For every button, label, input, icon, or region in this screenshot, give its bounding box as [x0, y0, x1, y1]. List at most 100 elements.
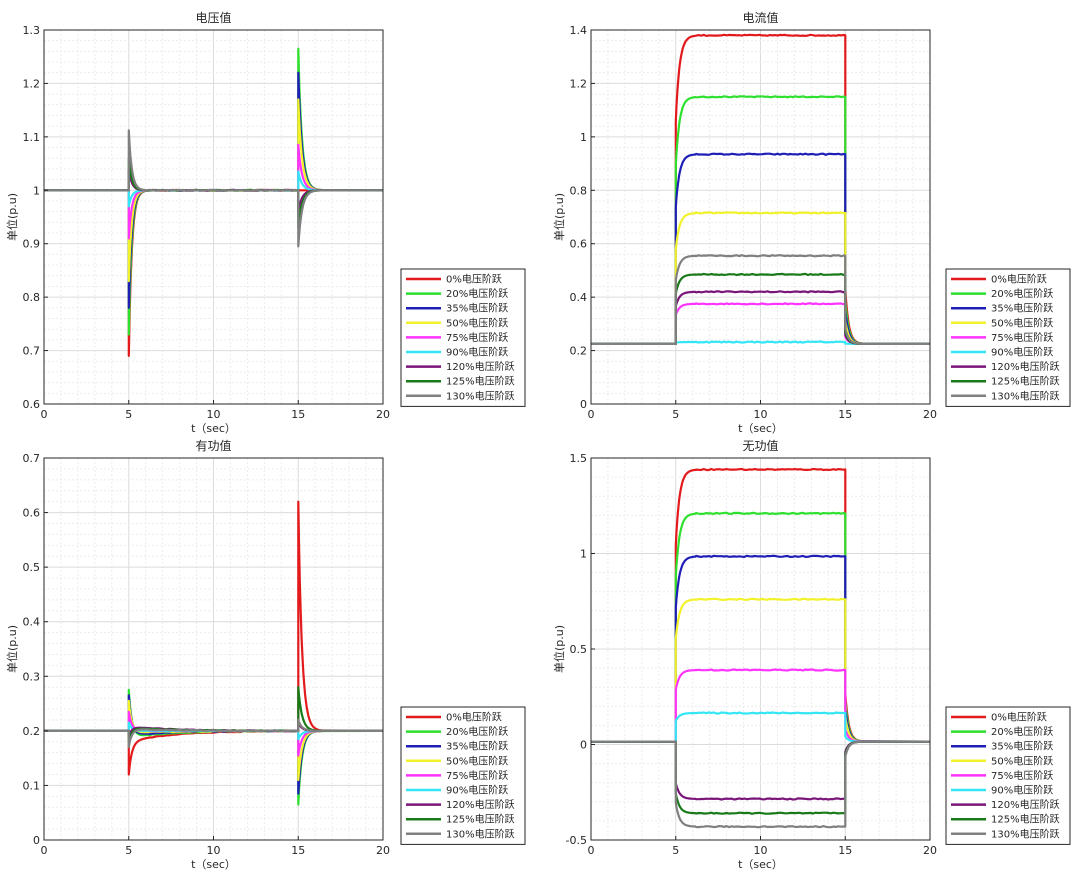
- x-tick-label: 0: [41, 408, 48, 421]
- y-tick-label: 1.4: [570, 24, 588, 37]
- series-lines: [44, 47, 384, 357]
- legend-label: 50%电压阶跃: [991, 316, 1053, 329]
- x-tick-label: 20: [376, 408, 390, 421]
- series-line-2: [591, 152, 931, 345]
- grid-lines: [590, 457, 931, 841]
- x-tick-label: 15: [838, 844, 852, 857]
- series-lines: [591, 467, 931, 829]
- grid-lines: [43, 457, 384, 841]
- y-tick-label: 1.1: [23, 131, 41, 144]
- y-tick-label: 1.3: [23, 24, 41, 37]
- legend-label: 90%电压阶跃: [991, 784, 1053, 797]
- legend-label: 130%电压阶跃: [991, 389, 1060, 402]
- legend-label: 90%电压阶跃: [446, 346, 508, 359]
- legend-label: 120%电压阶跃: [991, 798, 1060, 811]
- chart-current: 0 5 10 15 20 0 0.2 0.4 0.6 0.8 1 1.2 1.4 电流值 t（sec） 单位(…: [552, 10, 1071, 435]
- x-tick-label: 5: [672, 408, 679, 421]
- legend-label: 50%电压阶跃: [446, 316, 508, 329]
- legend-label: 75%电压阶跃: [446, 769, 508, 782]
- legend-label: 125%电压阶跃: [991, 375, 1060, 388]
- x-tick-label: 20: [923, 844, 937, 857]
- y-tick-label: 0: [580, 398, 587, 411]
- series-line-8: [591, 254, 931, 345]
- y-tick-label: 0.7: [23, 345, 41, 358]
- legend-label: 120%电压阶跃: [991, 360, 1060, 373]
- y-tick-label: 0.2: [570, 345, 588, 358]
- x-axis-label: t（sec）: [738, 422, 783, 435]
- chart-voltage: 0 5 10 15 20 0.6 0.7 0.8 0.9 1 1.1 1.2 1.3 电压值 t（sec） 单…: [5, 10, 526, 435]
- legend-label: 0%电压阶跃: [446, 273, 502, 286]
- chart-title: 有功值: [195, 438, 231, 453]
- y-tick-label: 0.7: [23, 452, 41, 465]
- chart-title: 电流值: [742, 10, 778, 25]
- legend-label: 130%电压阶跃: [446, 389, 515, 402]
- legend-label: 35%电压阶跃: [446, 302, 508, 315]
- x-tick-label: 0: [588, 408, 595, 421]
- legend-label: 50%电压阶跃: [991, 754, 1053, 767]
- x-tick-label: 15: [291, 844, 305, 857]
- legend-label: 35%电压阶跃: [991, 302, 1053, 315]
- legend-label: 125%电压阶跃: [446, 813, 515, 826]
- x-tick-label: 10: [207, 408, 221, 421]
- series-line-5: [591, 340, 930, 345]
- x-tick-label: 5: [672, 844, 679, 857]
- y-tick-label: 0.9: [23, 238, 41, 251]
- series-line-3: [591, 211, 931, 345]
- y-tick-label: 1: [580, 548, 587, 561]
- y-tick-label: 1.5: [570, 452, 588, 465]
- y-axis-label: 单位(p.u): [552, 625, 566, 673]
- y-axis-label: 单位(p.u): [552, 193, 566, 241]
- legend-label: 75%电压阶跃: [991, 331, 1053, 344]
- y-tick-label: 0.2: [23, 725, 41, 738]
- series-lines: [591, 33, 931, 345]
- series-line-8: [44, 129, 384, 248]
- legend-label: 0%电压阶跃: [446, 711, 502, 724]
- x-tick-label: 0: [41, 844, 48, 857]
- legend-label: 130%电压阶跃: [446, 827, 515, 840]
- legend-label: 120%电压阶跃: [446, 360, 515, 373]
- legend-label: 125%电压阶跃: [991, 813, 1060, 826]
- chart-reactive: 0 5 10 15 20-0.500.511.5无功值t（sec）单位(p.u)0%电压…: [552, 438, 1071, 871]
- y-tick-label: 1.2: [570, 77, 588, 90]
- y-tick-label: 0.5: [23, 561, 41, 574]
- legend-label: 20%电压阶跃: [446, 287, 508, 300]
- series-lines: [44, 500, 384, 806]
- series-line-8: [44, 718, 384, 749]
- chart-active: 0 5 10 15 20 0 0.1 0.2 0.3 0.4 0.5 0.6 0.7 有功值 t（sec） 单…: [5, 438, 526, 871]
- chart-title: 无功值: [742, 438, 778, 453]
- legend-label: 125%电压阶跃: [446, 375, 515, 388]
- y-tick-label: 0.4: [23, 616, 41, 629]
- legend-label: 50%电压阶跃: [446, 754, 508, 767]
- y-tick-label: 0: [33, 834, 40, 847]
- y-tick-label: 0: [580, 739, 587, 752]
- x-tick-label: 5: [125, 844, 132, 857]
- x-tick-label: 20: [923, 408, 937, 421]
- legend-label: 120%电压阶跃: [446, 798, 515, 811]
- legend-label: 20%电压阶跃: [446, 725, 508, 738]
- legend-label: 35%电压阶跃: [446, 740, 508, 753]
- legend-label: 35%电压阶跃: [991, 740, 1053, 753]
- y-tick-label: 0.8: [570, 184, 588, 197]
- legend-label: 0%电压阶跃: [991, 711, 1047, 724]
- legend-label: 90%电压阶跃: [446, 784, 508, 797]
- x-tick-label: 5: [125, 408, 132, 421]
- y-tick-label: 0.3: [23, 670, 41, 683]
- legend-label: 130%电压阶跃: [991, 827, 1060, 840]
- series-line-5: [591, 711, 930, 743]
- y-axis-label: 单位(p.u): [5, 625, 19, 673]
- y-tick-label: 0.6: [23, 398, 41, 411]
- y-tick-label: 1: [580, 131, 587, 144]
- legend-label: 75%电压阶跃: [991, 769, 1053, 782]
- series-line-4: [591, 668, 931, 743]
- y-tick-label: 0.5: [570, 643, 588, 656]
- x-tick-label: 10: [207, 844, 221, 857]
- legend-label: 20%电压阶跃: [991, 287, 1053, 300]
- y-tick-label: 0.1: [23, 779, 41, 792]
- x-axis-label: t（sec）: [191, 858, 236, 871]
- x-axis-label: t（sec）: [738, 858, 783, 871]
- chart-title: 电压值: [195, 10, 231, 25]
- legend-label: 90%电压阶跃: [991, 346, 1053, 359]
